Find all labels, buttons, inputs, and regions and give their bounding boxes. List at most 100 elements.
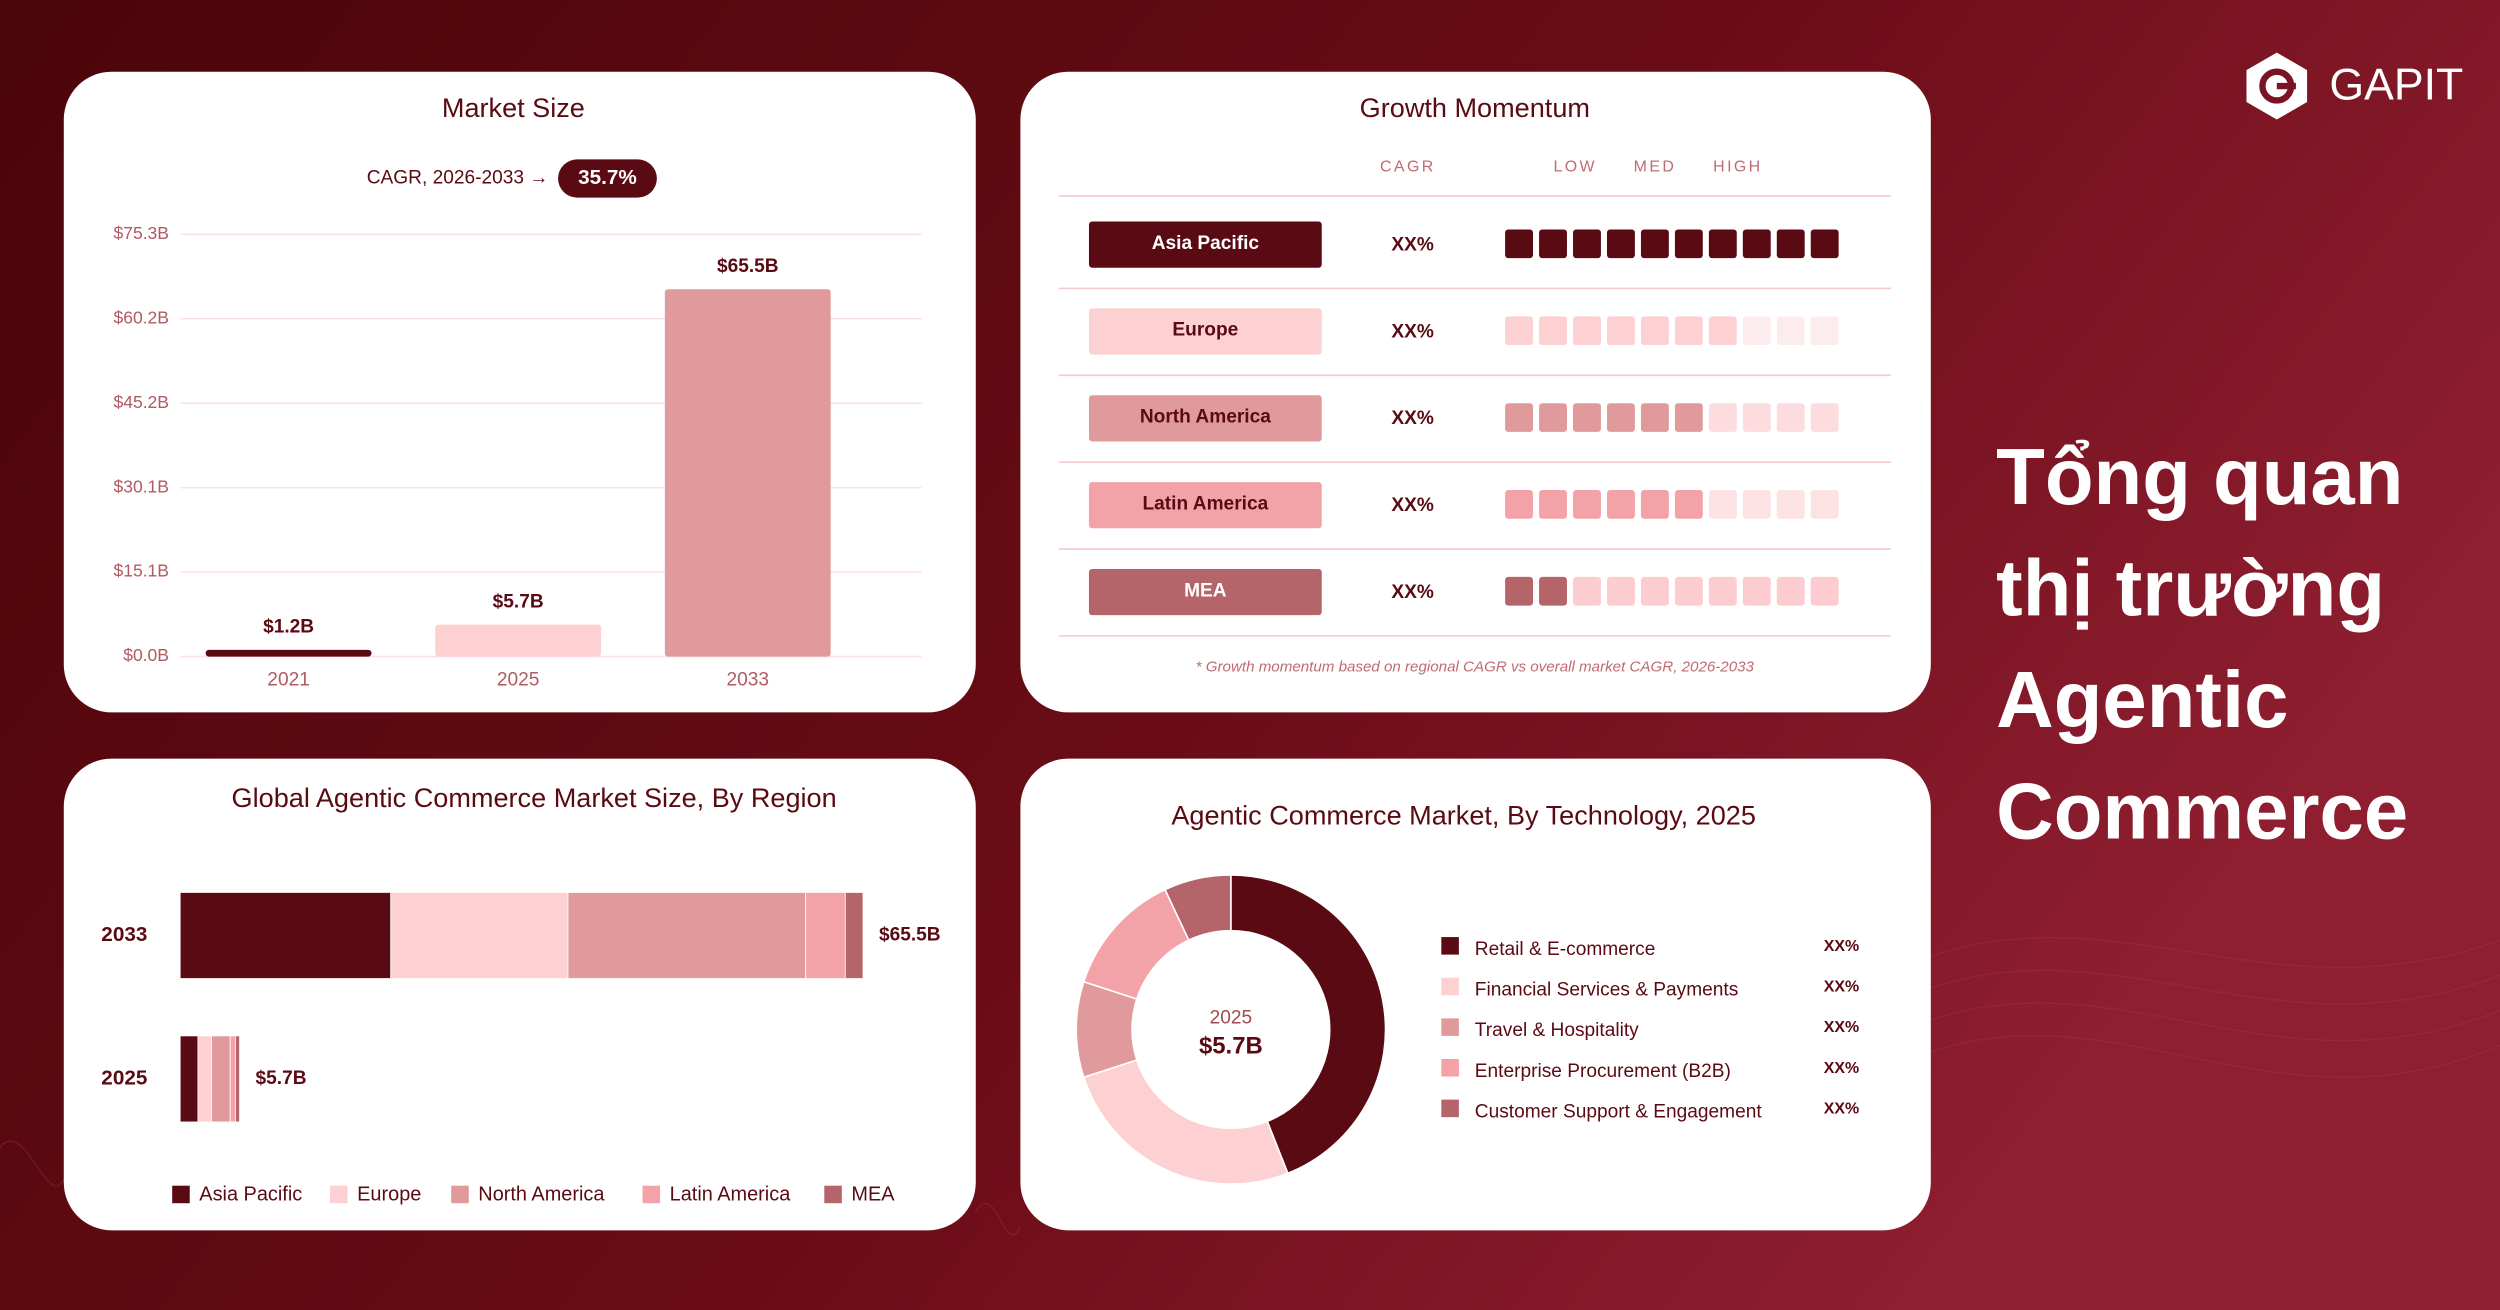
bar-value-label: $1.2B	[263, 617, 314, 638]
y-tick-label: $75.3B	[113, 223, 169, 243]
momentum-cell	[1573, 316, 1601, 346]
y-tick-label: 2033	[101, 923, 147, 946]
momentum-cell	[1742, 229, 1771, 259]
y-tick-label: $45.2B	[113, 392, 169, 412]
headline-line: Commerce	[1996, 767, 2408, 856]
momentum-cell	[1776, 229, 1805, 259]
logo-icon-bar	[2276, 82, 2296, 90]
momentum-cell	[1606, 576, 1635, 606]
bar-segment	[179, 892, 392, 979]
headline-line: thị trường	[1996, 543, 2385, 632]
momentum-cell	[1539, 316, 1567, 346]
legend-swatch	[1441, 1018, 1459, 1036]
legend-label: North America	[478, 1184, 605, 1206]
center-label: 2025	[1210, 1007, 1253, 1028]
legend-swatch	[1441, 1099, 1459, 1118]
brand: GAPIT	[2329, 60, 2463, 109]
momentum-cell	[1640, 316, 1669, 346]
momentum-cell	[1742, 490, 1771, 519]
momentum-cell	[1640, 229, 1669, 259]
legend-swatch	[642, 1185, 661, 1204]
legend-swatch	[330, 1185, 348, 1204]
y-tick-label: $30.1B	[113, 476, 169, 496]
legend-label: Travel & Hospitality	[1475, 1020, 1639, 1041]
momentum-cell	[1810, 316, 1839, 346]
donut-slice	[1163, 874, 1232, 942]
y-tick-label: 2025	[101, 1066, 147, 1089]
momentum-cell	[1776, 403, 1805, 432]
bar-segment	[235, 1035, 240, 1123]
bar-segment	[229, 1035, 236, 1123]
region-label: North America	[1140, 407, 1271, 428]
bar-segment	[390, 892, 569, 979]
legend-value: XX%	[1824, 1060, 1859, 1077]
momentum-cell	[1810, 229, 1839, 259]
momentum-cell	[1742, 403, 1771, 432]
legend-swatch	[824, 1185, 842, 1204]
legend-value: XX%	[1824, 978, 1859, 995]
x-tick-label: 2021	[267, 670, 310, 691]
bar-segment	[567, 892, 807, 979]
logo: GAPIT	[2246, 52, 2463, 120]
momentum-cells	[1505, 229, 1839, 259]
momentum-cell	[1742, 576, 1771, 606]
momentum-cell	[1539, 403, 1567, 432]
momentum-cell	[1674, 403, 1703, 432]
annotation-pill	[558, 159, 657, 198]
momentum-cell	[1640, 490, 1669, 519]
bar-segment	[844, 892, 864, 979]
momentum-cells	[1505, 576, 1839, 606]
momentum-cell	[1539, 229, 1567, 259]
cagr-label: XX%	[1391, 495, 1434, 516]
legend-label: Asia Pacific	[199, 1184, 302, 1206]
momentum-cells	[1505, 316, 1839, 346]
bar-segment	[179, 1035, 199, 1123]
chart-title: Global Agentic Commerce Market Size, By …	[232, 782, 837, 813]
momentum-cell	[1505, 576, 1534, 606]
momentum-cells	[1505, 490, 1839, 519]
bar	[205, 649, 372, 657]
legend-swatch	[1441, 977, 1459, 996]
region-label-box	[1088, 221, 1322, 268]
momentum-cell	[1606, 229, 1635, 259]
momentum-cell	[1708, 403, 1737, 432]
momentum-cell	[1742, 316, 1771, 346]
donut-slice	[1082, 1059, 1289, 1185]
legend-label: Latin America	[670, 1184, 792, 1206]
center-value: $5.7B	[1199, 1032, 1263, 1059]
legend-label: Customer Support & Engagement	[1475, 1101, 1763, 1122]
bar-segment	[197, 1035, 212, 1123]
legend-value: XX%	[1824, 1019, 1859, 1036]
cagr-label: XX%	[1391, 321, 1434, 342]
momentum-cell	[1810, 403, 1839, 432]
momentum-cell	[1573, 576, 1601, 606]
momentum-cell	[1708, 490, 1737, 519]
bar	[435, 624, 602, 657]
legend-value: XX%	[1824, 938, 1859, 955]
bar-value-label: $5.7B	[493, 591, 544, 612]
cagr-label: XX%	[1391, 408, 1434, 429]
bar	[664, 289, 831, 657]
momentum-cell	[1505, 490, 1534, 519]
momentum-cell	[1776, 490, 1805, 519]
legend-swatch	[451, 1185, 469, 1204]
legend-label: MEA	[851, 1184, 895, 1206]
momentum-cell	[1674, 229, 1703, 259]
momentum-cell	[1505, 316, 1534, 346]
total-label: $65.5B	[879, 925, 941, 946]
momentum-cell	[1606, 490, 1635, 519]
legend-swatch	[1441, 937, 1459, 955]
legend-value: XX%	[1824, 1100, 1859, 1117]
region-label: Latin America	[1143, 493, 1269, 514]
legend-swatch	[1441, 1058, 1459, 1077]
chart-title: Agentic Commerce Market, By Technology, …	[1171, 800, 1756, 831]
annotation: CAGR, 2026-2033 →	[367, 168, 549, 189]
momentum-cell	[1505, 229, 1534, 259]
region-label: Europe	[1172, 320, 1238, 341]
momentum-cell	[1708, 229, 1737, 259]
momentum-cell	[1674, 490, 1703, 519]
chart-title: Growth Momentum	[1360, 92, 1590, 123]
momentum-cell	[1539, 576, 1567, 606]
region-label-box	[1088, 395, 1322, 442]
